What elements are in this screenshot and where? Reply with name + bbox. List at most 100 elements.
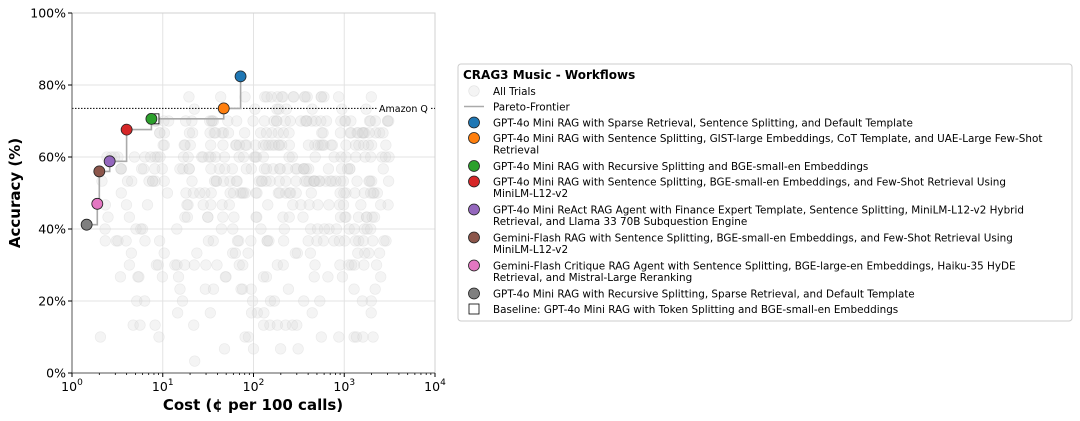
all-trials-points	[94, 91, 395, 367]
trial-point	[366, 175, 378, 187]
workflow-point	[145, 112, 158, 125]
trial-point	[139, 295, 151, 307]
legend-baseline-marker	[468, 303, 480, 315]
trial-point	[139, 151, 151, 163]
trial-point	[290, 175, 302, 187]
trial-point	[180, 115, 192, 127]
trial-point	[315, 139, 327, 151]
legend-workflow-label: Retrieval	[493, 145, 539, 157]
trial-point	[364, 115, 377, 127]
trial-point	[94, 331, 107, 343]
trial-point	[273, 103, 285, 115]
trial-point	[236, 187, 248, 199]
trial-point	[183, 91, 195, 103]
trial-point	[281, 163, 294, 175]
legend-box	[457, 63, 1073, 322]
trial-point	[317, 127, 329, 139]
trial-point	[258, 319, 270, 331]
legend-workflow-marker	[468, 160, 480, 172]
trial-point	[127, 319, 139, 331]
trial-point	[352, 127, 364, 139]
trial-point	[259, 91, 271, 103]
trial-point	[202, 211, 214, 223]
trial-point	[200, 259, 212, 271]
trial-point	[365, 307, 377, 319]
trial-point	[245, 283, 257, 295]
trial-point	[358, 127, 370, 139]
x-tick-label: 104	[424, 378, 446, 394]
trial-point	[233, 235, 245, 247]
trial-point	[301, 91, 313, 103]
trial-point	[261, 91, 273, 103]
trial-point	[365, 151, 377, 163]
trial-point	[363, 247, 375, 259]
trial-point	[311, 235, 323, 247]
trial-point	[216, 127, 228, 139]
trial-point	[352, 211, 365, 223]
trial-point	[353, 235, 365, 247]
trial-point	[334, 175, 347, 187]
trial-point	[346, 259, 358, 271]
trial-point	[377, 163, 389, 175]
trial-point	[315, 91, 327, 103]
x-axis-title: Cost (¢ per 100 calls)	[163, 396, 343, 414]
trial-point	[210, 175, 222, 187]
trial-point	[99, 223, 111, 235]
trial-point	[334, 127, 347, 139]
trial-point	[188, 103, 200, 115]
trial-point	[380, 235, 392, 247]
trial-point	[196, 151, 208, 163]
trial-point	[336, 103, 348, 115]
trial-point	[297, 211, 309, 223]
trial-point	[375, 271, 387, 283]
y-tick-label: 20%	[38, 294, 66, 309]
trial-point	[199, 187, 211, 199]
trial-point	[348, 331, 360, 343]
trial-point	[247, 115, 259, 127]
trial-point	[308, 175, 320, 187]
trial-point	[191, 247, 203, 259]
trial-point	[102, 211, 114, 223]
trial-point	[207, 283, 220, 295]
trial-point	[240, 163, 252, 175]
trial-point	[366, 139, 378, 151]
trial-point	[147, 175, 159, 187]
trial-point	[260, 139, 272, 151]
trial-point	[305, 223, 317, 235]
trial-point	[348, 283, 360, 295]
trial-point	[271, 115, 283, 127]
trial-point	[348, 223, 360, 235]
trial-point	[382, 115, 394, 127]
trial-point	[258, 307, 270, 319]
trial-point	[222, 115, 234, 127]
trial-point	[280, 187, 292, 199]
trial-point	[233, 259, 245, 271]
trial-point	[215, 91, 227, 103]
trial-point	[227, 223, 239, 235]
trial-point	[216, 199, 228, 211]
trial-point	[141, 199, 154, 211]
trial-point	[245, 163, 257, 175]
trial-point	[158, 139, 170, 151]
trial-point	[359, 151, 371, 163]
trial-point	[182, 199, 194, 211]
trial-point	[187, 127, 199, 139]
trial-point	[154, 235, 166, 247]
trial-point	[228, 211, 240, 223]
trial-point	[309, 151, 321, 163]
trial-point	[345, 115, 357, 127]
trial-point	[250, 187, 262, 199]
trial-point	[355, 199, 367, 211]
trial-point	[283, 211, 295, 223]
trial-point	[204, 127, 216, 139]
trial-point	[291, 247, 303, 259]
trial-point	[153, 331, 165, 343]
trial-point	[365, 91, 377, 103]
trial-point	[231, 175, 243, 187]
legend-all-trials-marker	[468, 85, 480, 97]
trial-point	[317, 235, 330, 247]
legend-workflow-label: Gemini-Flash RAG with Sentence Splitting…	[493, 233, 1013, 245]
trial-point	[217, 211, 229, 223]
trial-point	[318, 223, 331, 235]
trial-point	[249, 139, 261, 151]
